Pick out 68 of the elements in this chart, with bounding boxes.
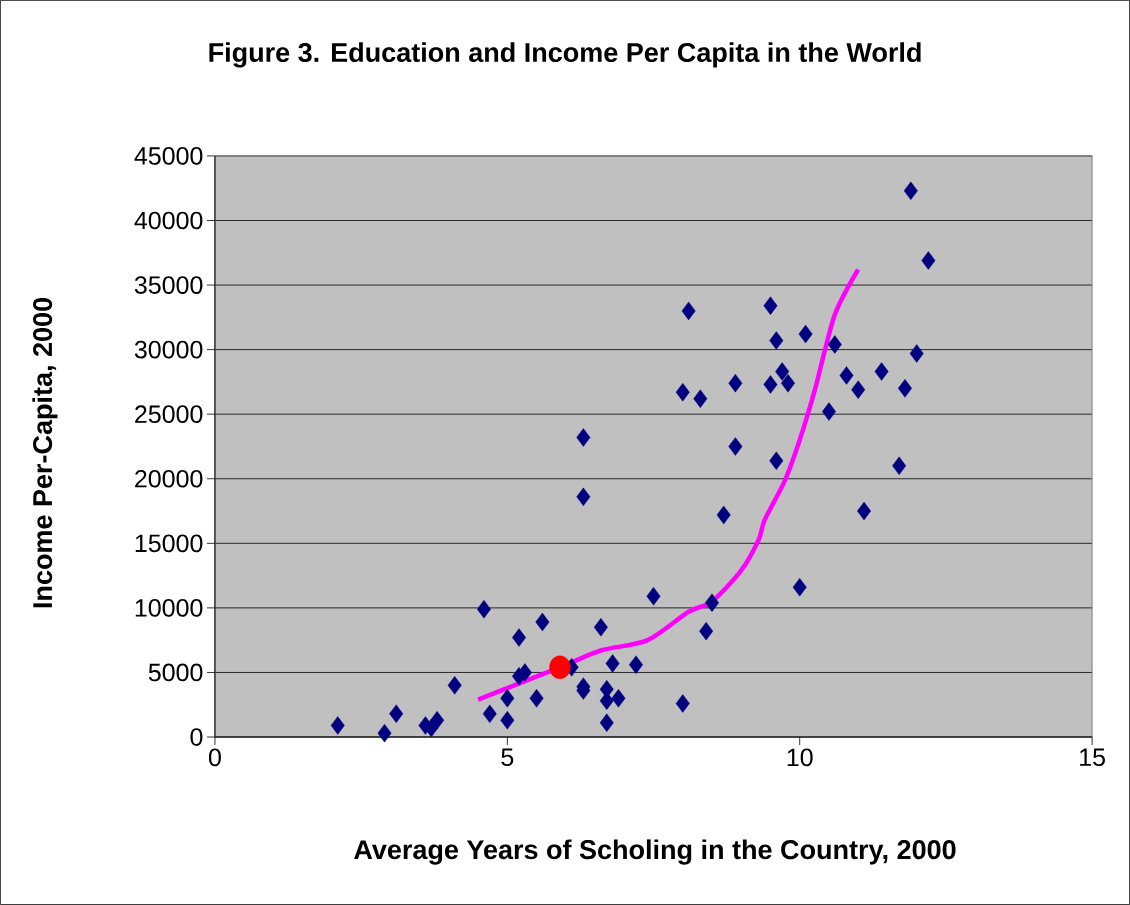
point	[576, 428, 591, 447]
point	[675, 694, 690, 713]
point	[822, 402, 836, 421]
point	[646, 587, 661, 606]
y-tick-label: 40000	[134, 211, 203, 230]
point	[705, 593, 719, 612]
point	[500, 711, 515, 730]
point	[851, 380, 866, 399]
y-tick-label: 35000	[134, 276, 203, 294]
point	[576, 487, 591, 507]
point	[827, 335, 842, 354]
point	[769, 331, 784, 350]
chart-title: Figure 3. Education and Income Per Capita in the World	[209, 42, 921, 68]
y-axis-title: Income Per-Capita, 2000	[32, 298, 58, 608]
x-axis-title: Average Years of Scholing in the Country, 2000	[354, 839, 956, 865]
point	[892, 456, 907, 476]
y-tick-label: 45000	[134, 147, 203, 165]
point	[693, 389, 708, 408]
point	[512, 628, 526, 647]
point	[781, 374, 795, 393]
point	[476, 599, 491, 619]
point	[593, 618, 608, 637]
point	[839, 366, 854, 385]
point	[898, 379, 912, 398]
point	[763, 296, 778, 315]
y-tick-label: 0	[190, 728, 203, 746]
point	[716, 505, 731, 525]
point	[728, 374, 743, 393]
point	[681, 301, 696, 321]
point	[377, 723, 392, 743]
point	[874, 362, 889, 381]
point	[775, 362, 790, 381]
y-tick-label: 25000	[135, 405, 203, 424]
point	[857, 501, 871, 521]
x-tick-label: 0	[208, 748, 221, 767]
point	[599, 713, 614, 733]
point	[763, 375, 778, 394]
x-tick-label: 5	[501, 748, 514, 767]
point	[611, 689, 626, 708]
x-tick-label: 15	[1080, 748, 1105, 767]
point	[675, 383, 690, 402]
y-tick-label: 20000	[135, 469, 203, 488]
point	[605, 654, 620, 673]
y-tick-label: 30000	[134, 340, 203, 359]
y-tick-label: 5000	[148, 663, 203, 682]
x-tick-label: 10	[787, 748, 813, 767]
point	[903, 181, 918, 200]
point	[447, 676, 462, 695]
point	[629, 655, 643, 674]
point	[330, 716, 345, 735]
point	[389, 704, 404, 723]
point	[529, 689, 544, 708]
point	[430, 711, 445, 730]
point	[792, 578, 807, 597]
point	[482, 704, 497, 723]
point	[699, 621, 714, 641]
point	[769, 451, 784, 470]
point	[599, 691, 614, 711]
point	[909, 344, 924, 363]
point	[535, 612, 550, 632]
point	[798, 324, 813, 344]
point	[728, 437, 743, 456]
y-tick-label: 10000	[135, 599, 203, 617]
y-tick-label: 15000	[135, 534, 203, 553]
point	[921, 251, 936, 270]
line-series	[475, 267, 861, 702]
point	[549, 655, 571, 680]
point	[500, 689, 515, 708]
